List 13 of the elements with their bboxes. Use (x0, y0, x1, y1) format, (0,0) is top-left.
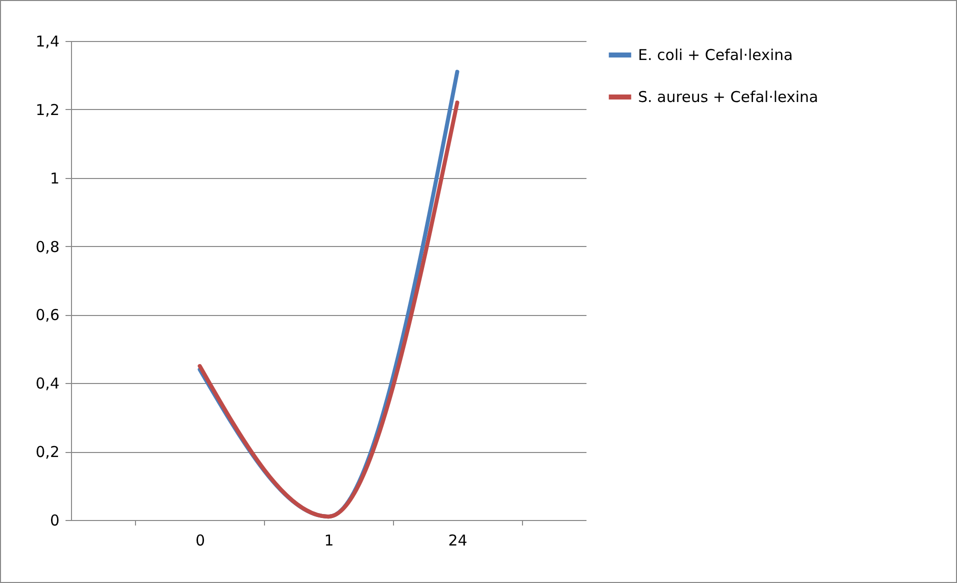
legend-label: E. coli + Cefal·lexina (638, 46, 793, 64)
y-tick-label: 1,4 (36, 32, 60, 50)
y-tick-label: 1,2 (36, 100, 60, 119)
legend-label: S. aureus + Cefal·lexina (638, 88, 818, 106)
y-tick-label: 1 (50, 169, 60, 188)
x-tick-label: 24 (448, 532, 468, 550)
y-tick-label: 0 (50, 512, 60, 530)
y-tick-label: 0,2 (36, 443, 60, 462)
y-tick-label: 0,8 (36, 238, 60, 256)
x-tick-label: 0 (195, 532, 206, 550)
y-tick-label: 0,6 (36, 306, 60, 324)
y-tick-label: 0,4 (36, 374, 60, 393)
x-tick-label: 1 (324, 532, 334, 550)
